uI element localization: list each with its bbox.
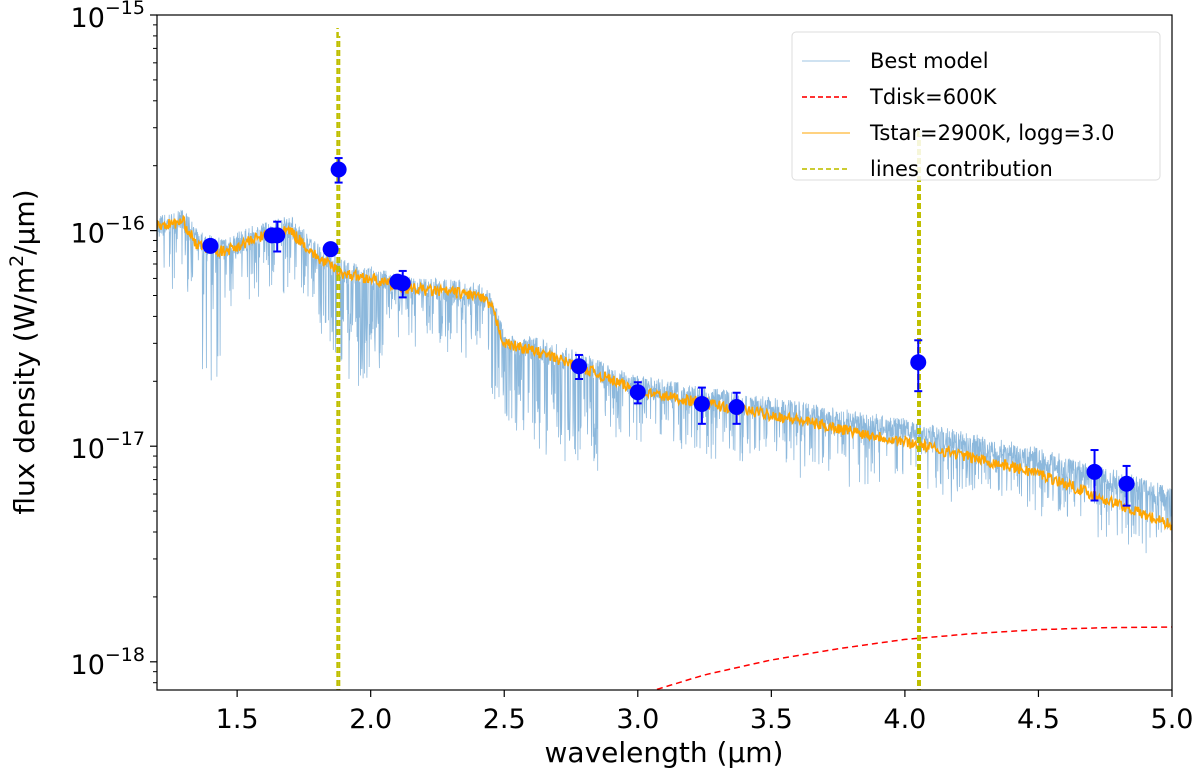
data-marker xyxy=(1118,475,1135,492)
data-marker xyxy=(202,237,219,254)
x-tick-label: 3.0 xyxy=(616,704,659,735)
y-tick-label: 10−16 xyxy=(71,213,145,250)
legend-label: Tstar=2900K, logg=3.0 xyxy=(869,121,1115,145)
best-model-line xyxy=(157,209,1172,554)
data-marker xyxy=(269,227,286,244)
y-tick-label: 10−18 xyxy=(71,644,145,681)
x-axis-label: wavelength (µm) xyxy=(545,736,784,769)
x-tick-label: 3.5 xyxy=(750,704,793,735)
legend-label: Best model xyxy=(870,49,989,73)
legend: Best model Tdisk=600K Tstar=2900K, logg=3.… xyxy=(791,31,1161,181)
photometry-point xyxy=(330,157,347,184)
photometry-point xyxy=(728,391,745,425)
data-marker xyxy=(322,241,339,258)
x-tick-label: 1.5 xyxy=(216,704,259,735)
photometry-point xyxy=(629,381,646,405)
data-marker xyxy=(629,384,646,401)
data-marker xyxy=(394,275,411,292)
x-axis: 1.5 2.0 2.5 3.0 3.5 4.0 4.5 5.0 xyxy=(216,690,1194,735)
disk-model-line xyxy=(652,626,1172,690)
y-axis: 10−15 10−16 10−17 10−18 xyxy=(71,0,157,684)
photometry-point xyxy=(202,237,219,254)
stellar-model-line xyxy=(157,214,1172,531)
legend-label: lines contribution xyxy=(870,157,1053,181)
photometry-point xyxy=(269,220,286,253)
data-marker xyxy=(571,358,588,375)
photometry-point xyxy=(322,241,339,258)
photometry-point xyxy=(394,269,411,299)
plot-area xyxy=(157,28,1172,690)
data-marker xyxy=(910,354,927,371)
data-marker xyxy=(330,161,347,178)
x-tick-label: 5.0 xyxy=(1151,704,1194,735)
photometry-point xyxy=(1086,449,1103,502)
x-tick-label: 4.0 xyxy=(883,704,926,735)
photometry-point xyxy=(1118,464,1135,507)
photometry-point xyxy=(571,353,588,380)
x-tick-label: 2.0 xyxy=(349,704,392,735)
data-marker xyxy=(693,395,710,412)
plot-frame xyxy=(156,14,1173,691)
y-tick-label: 10−15 xyxy=(71,0,145,34)
x-tick-label: 4.5 xyxy=(1017,704,1060,735)
legend-label: Tdisk=600K xyxy=(869,85,998,109)
y-axis-label: flux density (W/m2/µm) xyxy=(6,189,41,514)
photometry-point xyxy=(910,339,927,393)
photometry-point xyxy=(693,386,710,425)
x-tick-label: 2.5 xyxy=(483,704,526,735)
y-tick-label: 10−17 xyxy=(71,428,145,465)
data-marker xyxy=(1086,463,1103,480)
data-marker xyxy=(728,398,745,415)
